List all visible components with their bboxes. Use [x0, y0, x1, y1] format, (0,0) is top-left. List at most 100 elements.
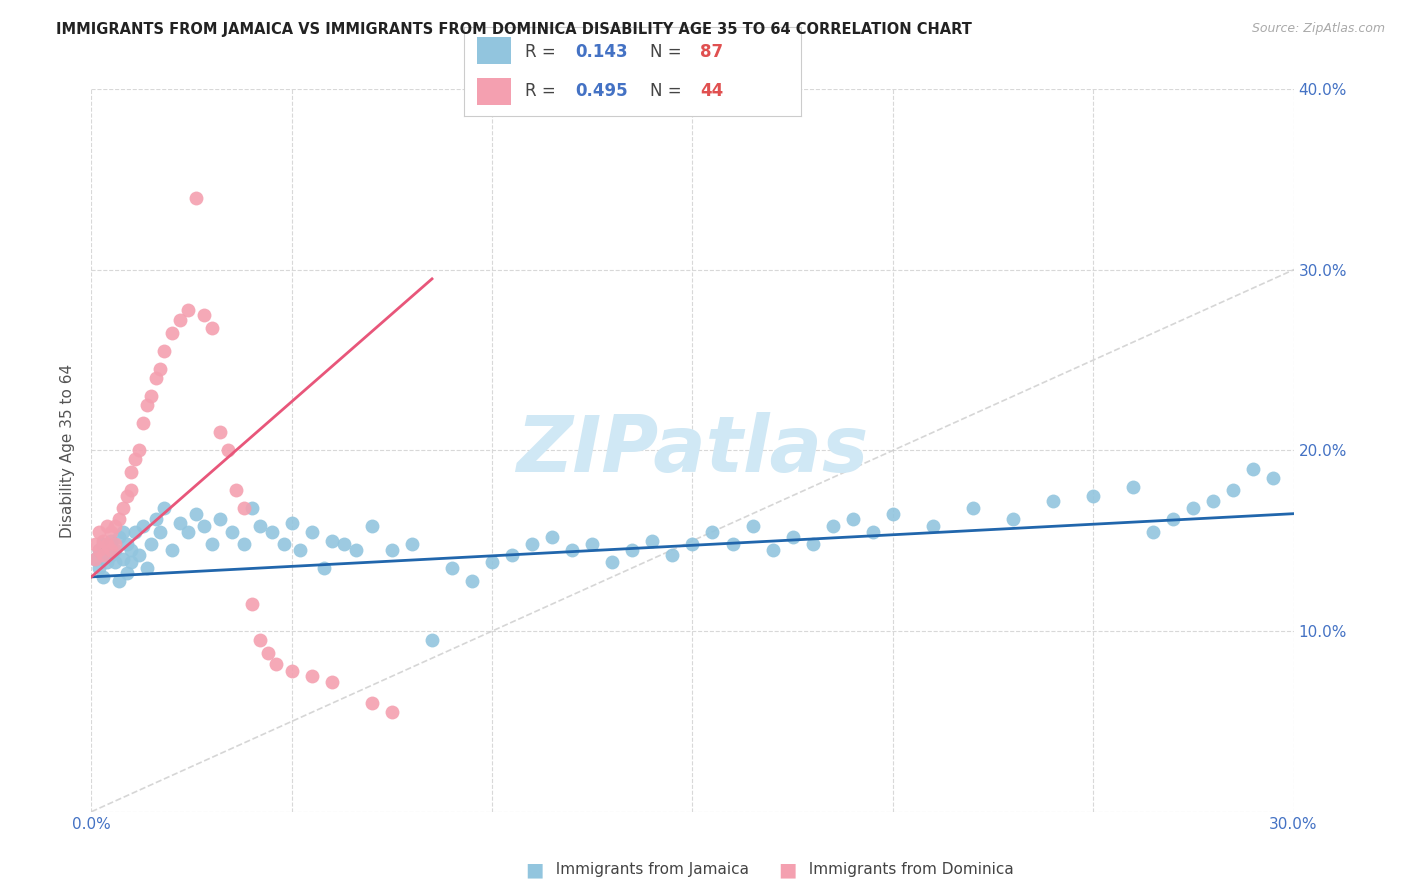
Point	[1163, 512, 1185, 526]
Point	[841, 512, 863, 526]
Point	[561, 542, 583, 557]
Point	[249, 519, 271, 533]
Text: ■: ■	[778, 860, 797, 880]
Point	[104, 537, 127, 551]
Point	[117, 489, 139, 503]
Point	[104, 519, 127, 533]
Text: Source: ZipAtlas.com: Source: ZipAtlas.com	[1251, 22, 1385, 36]
Text: 44: 44	[700, 82, 724, 100]
Point	[169, 516, 191, 530]
Point	[301, 524, 323, 539]
Point	[184, 191, 207, 205]
Point	[273, 537, 295, 551]
Point	[602, 556, 624, 570]
Point	[344, 542, 367, 557]
Point	[93, 537, 115, 551]
Point	[89, 542, 111, 557]
Point	[96, 556, 118, 570]
Point	[1222, 483, 1244, 498]
Point	[312, 561, 335, 575]
Point	[882, 507, 904, 521]
Point	[117, 566, 139, 581]
Point	[221, 524, 243, 539]
Point	[301, 669, 323, 683]
Point	[128, 548, 150, 562]
Point	[104, 542, 127, 557]
Point	[89, 561, 111, 575]
Point	[922, 519, 945, 533]
Point	[1182, 501, 1205, 516]
Point	[169, 313, 191, 327]
Point	[661, 548, 683, 562]
Point	[121, 465, 143, 479]
Point	[89, 524, 111, 539]
Point	[281, 516, 304, 530]
Point	[89, 542, 111, 557]
Point	[112, 524, 135, 539]
Point	[581, 537, 603, 551]
Point	[141, 537, 163, 551]
Point	[621, 542, 644, 557]
Point	[1263, 470, 1285, 484]
Point	[821, 519, 844, 533]
Point	[321, 674, 343, 689]
Point	[260, 524, 283, 539]
Point	[112, 551, 135, 566]
Point	[193, 308, 215, 322]
Point	[381, 706, 404, 720]
Point	[256, 646, 278, 660]
Point	[962, 501, 984, 516]
Point	[232, 501, 254, 516]
Point	[801, 537, 824, 551]
Text: 87: 87	[700, 43, 723, 61]
Point	[401, 537, 423, 551]
Point	[208, 425, 231, 440]
Point	[1042, 494, 1064, 508]
Point	[121, 483, 143, 498]
Text: IMMIGRANTS FROM JAMAICA VS IMMIGRANTS FROM DOMINICA DISABILITY AGE 35 TO 64 CORR: IMMIGRANTS FROM JAMAICA VS IMMIGRANTS FR…	[56, 22, 972, 37]
Point	[145, 512, 167, 526]
Point	[481, 556, 503, 570]
Text: 0.143: 0.143	[575, 43, 628, 61]
Text: 0.495: 0.495	[575, 82, 628, 100]
Point	[93, 533, 115, 548]
Point	[93, 548, 115, 562]
Point	[145, 371, 167, 385]
Point	[121, 556, 143, 570]
Point	[420, 633, 443, 648]
Point	[112, 501, 135, 516]
Point	[148, 524, 170, 539]
Point	[461, 574, 484, 588]
Point	[152, 501, 174, 516]
Point	[217, 443, 239, 458]
Point	[96, 519, 118, 533]
Point	[333, 537, 356, 551]
Point	[124, 452, 146, 467]
Point	[96, 546, 118, 560]
Text: Immigrants from Dominica: Immigrants from Dominica	[799, 863, 1014, 877]
Point	[132, 519, 155, 533]
Point	[136, 561, 159, 575]
Bar	[478, 78, 512, 105]
Point	[93, 570, 115, 584]
Point	[208, 512, 231, 526]
Point	[117, 537, 139, 551]
Point	[741, 519, 763, 533]
Point	[762, 542, 785, 557]
Point	[1243, 461, 1265, 475]
Point	[440, 561, 463, 575]
Point	[1142, 524, 1164, 539]
Point	[522, 537, 544, 551]
Point	[128, 443, 150, 458]
Point	[141, 389, 163, 403]
Point	[108, 574, 131, 588]
Point	[108, 530, 131, 544]
Point	[100, 524, 122, 539]
Point	[184, 507, 207, 521]
Point	[176, 524, 198, 539]
Point	[121, 542, 143, 557]
Point	[132, 417, 155, 431]
Point	[201, 320, 224, 334]
Point	[1122, 480, 1144, 494]
Y-axis label: Disability Age 35 to 64: Disability Age 35 to 64	[60, 363, 76, 538]
